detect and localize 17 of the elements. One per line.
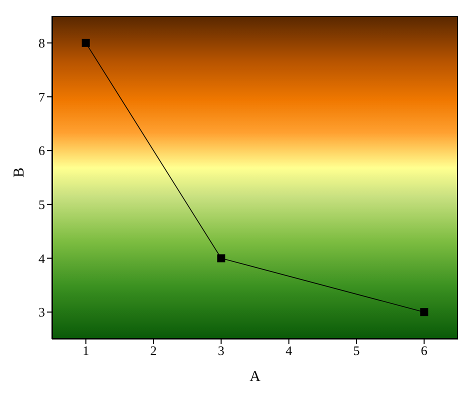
x-tick-label: 1 — [82, 343, 90, 358]
x-tick-label: 5 — [353, 343, 360, 358]
y-tick-label: 7 — [38, 89, 46, 104]
y-tick-label: 3 — [38, 304, 45, 320]
y-tick-label: 4 — [38, 250, 46, 266]
point — [217, 254, 226, 262]
y-axis-title: B — [11, 167, 28, 178]
point — [82, 38, 90, 47]
y-tick-label: 5 — [38, 197, 45, 212]
point — [420, 308, 428, 316]
x-axis-title: A — [250, 369, 261, 385]
y-tick-label: 8 — [38, 36, 45, 51]
y-tick-label: 6 — [38, 143, 46, 158]
x-tick-label: 3 — [218, 343, 224, 358]
x-tick-label: 4 — [286, 343, 293, 358]
x-tick-label: 2 — [150, 343, 157, 358]
x-tick-label: 6 — [420, 343, 428, 358]
